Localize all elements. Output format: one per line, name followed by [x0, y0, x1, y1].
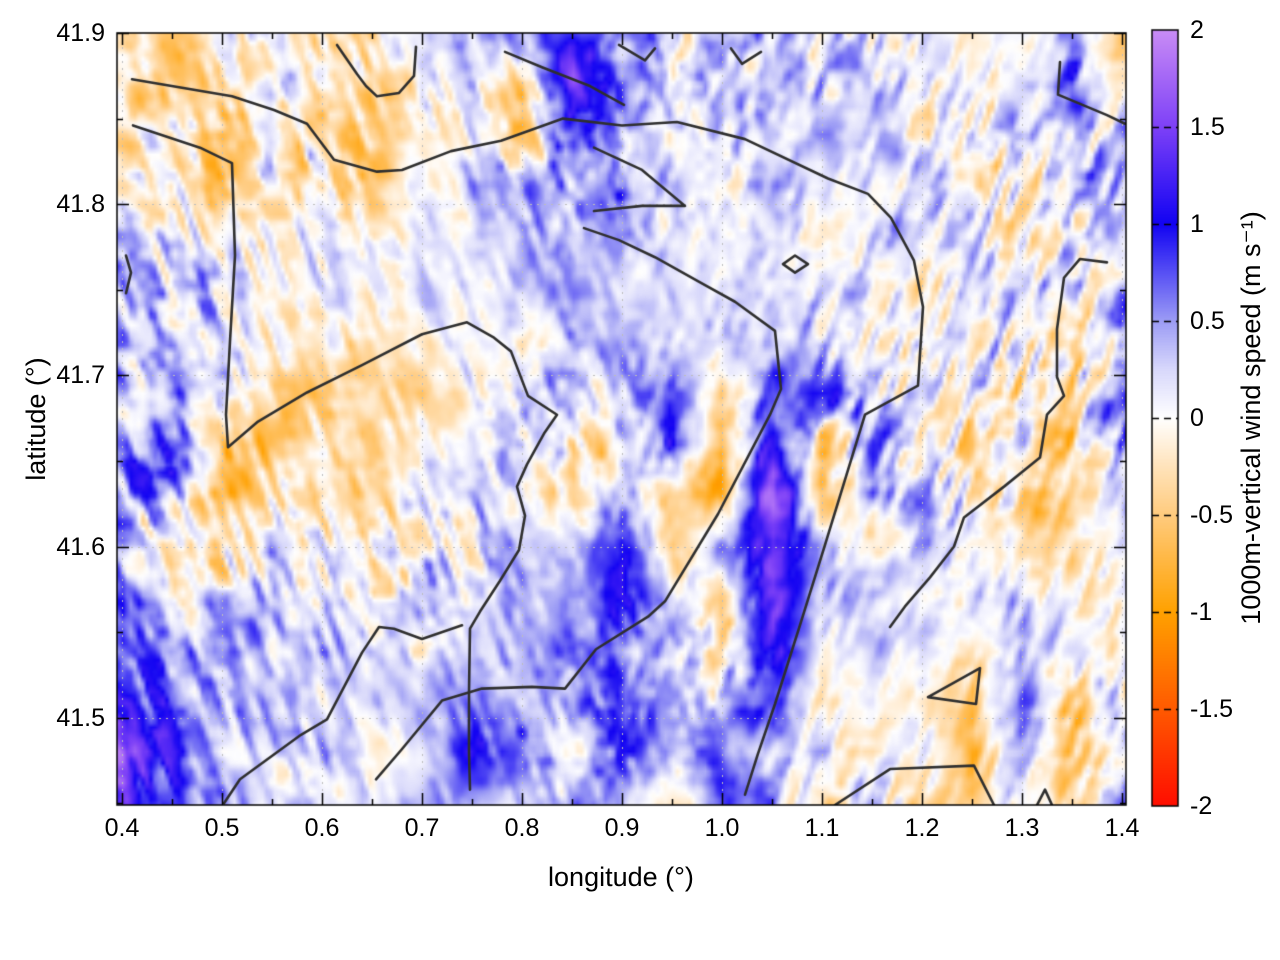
- colorbar-tick-label: -2: [1190, 792, 1213, 820]
- y-tick-label: 41.6: [56, 532, 105, 561]
- y-tick-label: 41.7: [56, 361, 105, 390]
- colorbar-tick-label: -1.5: [1190, 695, 1234, 723]
- x-tick-label: 0.4: [104, 814, 140, 842]
- x-tick-label: 1.2: [904, 814, 940, 842]
- x-tick-label: 0.5: [204, 814, 240, 842]
- colorbar-tick-label: 2: [1190, 16, 1204, 44]
- colorbar-tick-label: -1: [1190, 598, 1213, 626]
- x-tick-label: 1.0: [704, 814, 740, 842]
- colorbar-label: 1000m-vertical wind speed (m s⁻¹): [1236, 211, 1266, 625]
- x-tick-label: 0.7: [404, 814, 440, 842]
- colorbar-tick-label: 0.5: [1190, 307, 1225, 335]
- y-tick-label: 41.5: [56, 703, 105, 732]
- y-axis-label: latitude (°): [21, 357, 51, 481]
- x-tick-label: 0.9: [604, 814, 640, 842]
- x-tick-label: 0.8: [504, 814, 540, 842]
- colorbar-tick-label: -0.5: [1190, 501, 1234, 529]
- x-tick-label: 1.3: [1004, 814, 1040, 842]
- x-axis-label: longitude (°): [548, 862, 694, 892]
- colorbar-tick-label: 1: [1190, 210, 1204, 238]
- y-tick-label: 41.8: [56, 190, 105, 219]
- x-tick-label: 1.4: [1104, 814, 1140, 842]
- y-tick-label: 41.9: [56, 19, 105, 47]
- x-tick-label: 0.6: [304, 814, 340, 842]
- colorbar-tick-label: 0: [1190, 404, 1204, 432]
- colorbar-tick-label: 1.5: [1190, 113, 1225, 141]
- x-tick-label: 1.1: [804, 814, 840, 842]
